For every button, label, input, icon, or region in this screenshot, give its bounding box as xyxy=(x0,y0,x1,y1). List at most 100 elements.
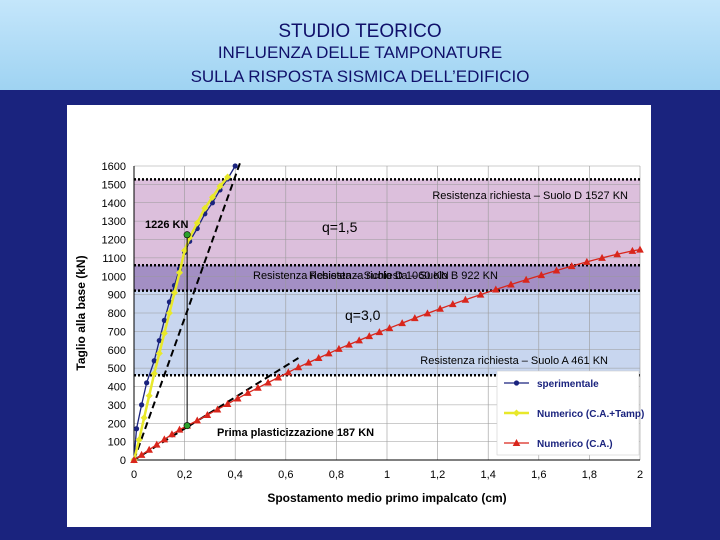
series-2-point-25 xyxy=(365,332,374,340)
y-tick-label-400: 400 xyxy=(108,382,126,394)
annotation-demand-a: Resistenza richiesta – Suolo A 461 KN xyxy=(420,355,608,367)
series-1-point-4 xyxy=(150,370,158,378)
x-tick-label-7: 1,4 xyxy=(481,469,496,481)
series-2-point-1 xyxy=(137,450,146,458)
x-tick-label-8: 1,6 xyxy=(531,469,546,481)
series-2-point-4 xyxy=(160,435,169,443)
series-2-point-13 xyxy=(244,388,252,396)
legend-label-2: Numerico (C.A.) xyxy=(537,439,613,450)
series-2-point-8 xyxy=(193,416,202,424)
series-2-point-19 xyxy=(304,358,313,366)
series-1-point-13 xyxy=(201,204,209,212)
series-2-point-39 xyxy=(552,266,561,274)
y-tick-label-100: 100 xyxy=(108,437,126,449)
series xyxy=(130,163,644,464)
y-tick-label-900: 900 xyxy=(108,290,126,302)
x-tick-label-6: 1,2 xyxy=(430,469,445,481)
y-tick-label-800: 800 xyxy=(108,308,126,320)
series-2-point-12 xyxy=(233,394,242,402)
series-2-point-6 xyxy=(175,425,184,433)
slide-header: STUDIO TEORICO INFLUENZA DELLE TAMPONATU… xyxy=(0,0,720,90)
legend-swatch-marker-1 xyxy=(513,409,520,417)
series-2-point-28 xyxy=(398,319,406,327)
y-tick-label-1500: 1500 xyxy=(102,179,126,191)
series-1-point-10 xyxy=(181,247,189,255)
y-tick-label-700: 700 xyxy=(108,326,126,338)
series-2-point-36 xyxy=(507,280,515,288)
series-2-point-15 xyxy=(264,378,272,386)
y-tick-label-500: 500 xyxy=(108,363,126,375)
series-2-point-11 xyxy=(223,399,232,407)
series-2-point-24 xyxy=(355,336,363,344)
y-tick-label-1000: 1000 xyxy=(102,271,126,283)
slide-subtitle-2: SULLA RISPOSTA SISMICA DELL’EDIFICIO xyxy=(190,67,530,86)
annotation-demand-b2: Resistenza richiesta – Suolo B 922 KN xyxy=(309,270,498,282)
series-1-point-9 xyxy=(176,269,184,277)
series-2-point-0 xyxy=(130,456,138,463)
x-axis-label: Spostamento medio primo impalcato (cm) xyxy=(267,491,506,505)
series-2-point-10 xyxy=(213,405,222,413)
series-2-point-29 xyxy=(411,314,419,322)
annotations: Resistenza richiesta – Suolo D 1527 KN q=… xyxy=(145,190,628,439)
y-tick-label-1400: 1400 xyxy=(102,198,126,210)
y-tick-label-0: 0 xyxy=(120,455,126,467)
y-tick-label-1600: 1600 xyxy=(102,161,126,173)
series-2-point-44 xyxy=(628,246,637,254)
series-2-point-5 xyxy=(168,430,176,438)
series-0-point-6 xyxy=(161,317,167,323)
series-line-2 xyxy=(133,248,641,461)
y-tick-label-600: 600 xyxy=(108,345,126,357)
y-tick-label-1300: 1300 xyxy=(102,216,126,228)
series-1-point-16 xyxy=(224,173,232,181)
chart-panel: 0 100 200 300 400 500 600 700 800 900 1000 1100 1200… xyxy=(67,105,651,527)
x-tick-label-10: 2 xyxy=(637,469,643,481)
legend-label-0: sperimentale xyxy=(537,379,599,390)
series-2-point-42 xyxy=(598,253,606,261)
series-2-point-43 xyxy=(613,250,622,258)
legend-swatch-marker-0 xyxy=(513,380,520,386)
series-2-point-41 xyxy=(583,257,591,265)
x-tick-label-3: 0,6 xyxy=(278,469,293,481)
y-axis-label: Taglio alla base (kN) xyxy=(74,255,88,370)
series-2-point-23 xyxy=(345,340,353,348)
legend-label-1: Numerico (C.A.+Tamp) xyxy=(537,409,644,420)
series-1-point-1 xyxy=(135,436,143,444)
series-0-point-5 xyxy=(156,337,162,344)
slide-title: STUDIO TEORICO xyxy=(278,21,442,42)
x-tick-label-2: 0,4 xyxy=(228,469,243,481)
series-1-point-3 xyxy=(145,392,153,400)
series-2-point-38 xyxy=(537,271,546,279)
y-tick-label-200: 200 xyxy=(108,418,126,430)
series-1-point-15 xyxy=(216,182,224,190)
series-0-point-1 xyxy=(133,426,140,432)
series-0-point-14 xyxy=(209,200,216,206)
annotation-1226: 1226 KN xyxy=(145,219,188,231)
y-tick-label-1200: 1200 xyxy=(102,235,126,247)
series-1-point-12 xyxy=(193,219,201,227)
series-2-point-45 xyxy=(636,245,644,253)
x-tick-label-1: 0,2 xyxy=(177,469,192,481)
series-0-point-2 xyxy=(138,402,145,408)
x-tick-label-0: 0 xyxy=(131,469,137,481)
series-2-point-35 xyxy=(491,285,500,293)
series-1-point-7 xyxy=(165,309,173,317)
series-2-point-33 xyxy=(461,295,470,303)
series-2-point-3 xyxy=(152,440,161,448)
legend-swatch-marker-2 xyxy=(512,439,521,446)
chart-svg: 0100200300400500600700800900100011001200… xyxy=(74,161,644,505)
annotation-demand-b: Resistenza richiesta – Suolo D 1060 KN xyxy=(253,270,449,282)
marker-1 xyxy=(183,422,191,430)
series-2-point-17 xyxy=(284,368,293,376)
series-2-point-32 xyxy=(448,300,457,308)
series-2-point-31 xyxy=(436,304,444,312)
series-1-point-8 xyxy=(170,289,178,297)
series-2-point-40 xyxy=(567,262,576,270)
series-0-point-4 xyxy=(151,358,157,364)
series-2-point-22 xyxy=(335,344,343,352)
slide-subtitle-1: INFLUENZA DELLE TAMPONATURE xyxy=(217,43,503,62)
series-2-point-20 xyxy=(314,354,323,362)
series-0-point-17 xyxy=(232,163,238,169)
x-tick-label-5: 1 xyxy=(384,469,390,481)
series-2-point-34 xyxy=(476,290,485,298)
series-2-point-26 xyxy=(375,328,384,336)
